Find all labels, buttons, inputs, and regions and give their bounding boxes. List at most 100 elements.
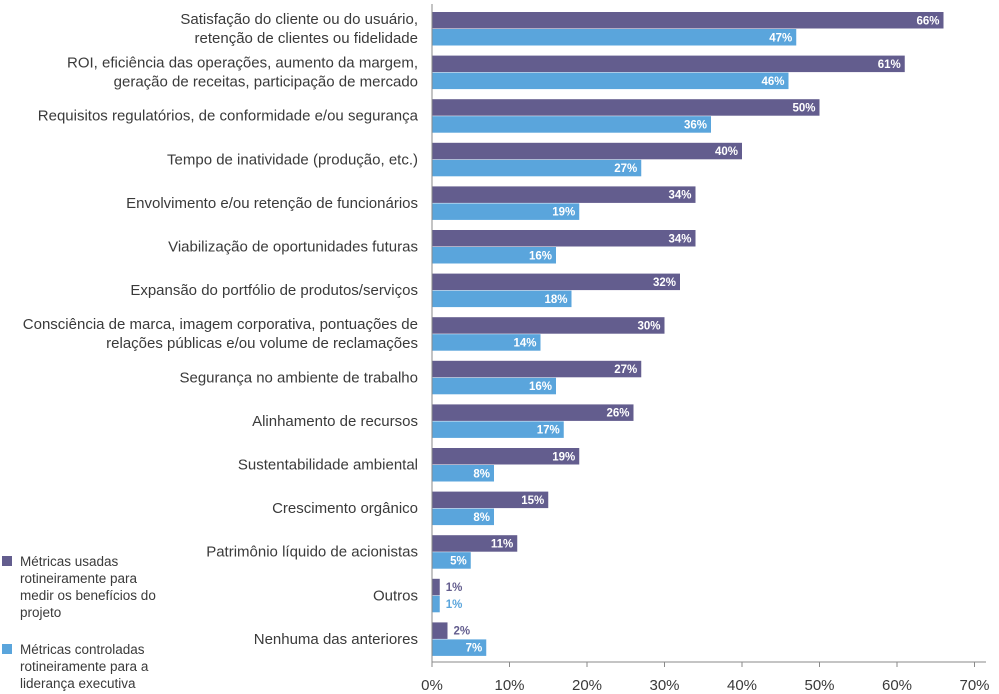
legend-line: rotineiramente para <box>20 571 138 586</box>
bar-series-1 <box>432 622 448 639</box>
category-label: Segurança no ambiente de trabalho <box>179 369 418 386</box>
category-label-line: Sustentabilidade ambiental <box>238 457 418 474</box>
data-label-series-1: 66% <box>916 15 939 27</box>
category-label: Expansão do portfólio de produtos/serviç… <box>130 282 418 299</box>
legend-line: Métricas controladas <box>20 642 145 657</box>
category-label: Consciência de marca, imagem corporativa… <box>23 316 418 352</box>
data-label-series-1: 34% <box>668 190 691 202</box>
data-label-series-1: 32% <box>653 277 676 289</box>
bar-series-1 <box>432 448 580 465</box>
category-label: Satisfação do cliente ou do usuário, rete… <box>180 11 418 47</box>
data-label-series-2: 19% <box>552 207 575 219</box>
bar-series-2 <box>432 72 789 90</box>
legend-swatch-series-2 <box>2 644 12 654</box>
bar-series-1 <box>432 491 549 509</box>
bar-series-2 <box>432 508 494 526</box>
category-label: Outros <box>373 587 418 604</box>
x-tick-label: 30% <box>649 677 679 694</box>
category-label: Requisitos regulatórios, de conformidade… <box>38 108 419 125</box>
data-label-series-1: 40% <box>715 146 738 158</box>
x-tick-label: 10% <box>494 677 524 694</box>
bar-series-1 <box>432 273 680 291</box>
bar-series-1 <box>432 535 518 552</box>
bar-series-2 <box>432 595 440 613</box>
bar-series-2 <box>432 290 572 308</box>
data-label-series-1: 15% <box>521 495 544 507</box>
data-label-series-1: 50% <box>792 103 815 115</box>
category-label-line: Outros <box>373 587 418 604</box>
x-tick-label: 50% <box>804 677 834 694</box>
legend-swatch-series-1 <box>2 556 12 566</box>
legend-line: medir os benefícios do <box>20 588 156 603</box>
category-label-line: Nenhuma das anteriores <box>254 631 418 648</box>
bar-series-2 <box>432 29 797 46</box>
data-label-series-2: 5% <box>450 556 467 568</box>
bar-series-1 <box>432 99 820 116</box>
data-label-series-2: 8% <box>473 468 490 480</box>
data-label-series-2: 17% <box>537 425 560 437</box>
bar-series-2 <box>432 203 580 220</box>
data-label-series-1: 30% <box>637 321 660 333</box>
category-label-line: Requisitos regulatórios, de conformidade… <box>38 108 419 125</box>
category-label: Crescimento orgânico <box>272 500 418 517</box>
bar-series-1 <box>432 317 665 334</box>
bar-series-2 <box>432 159 642 177</box>
bar-series-2 <box>432 116 711 133</box>
legend-label-series-1: Métricas usadas rotineiramente para medi… <box>0 553 175 621</box>
data-label-series-1: 1% <box>446 582 463 594</box>
legend-line: Métricas usadas <box>20 554 119 569</box>
data-label-series-1: 27% <box>614 364 637 376</box>
category-label-line: Consciência de marca, imagem corporativa… <box>23 316 418 333</box>
x-tick-label: 70% <box>959 677 989 694</box>
legend-line: rotineiramente para a <box>20 659 149 674</box>
category-label-line: Crescimento orgânico <box>272 500 418 517</box>
data-label-series-1: 61% <box>878 59 901 71</box>
bar-series-2 <box>432 465 494 482</box>
bar-series-1 <box>432 186 696 203</box>
data-label-series-2: 47% <box>769 32 792 44</box>
data-label-series-1: 26% <box>606 408 629 420</box>
category-label-line: geração de receitas, participação de mer… <box>114 74 418 91</box>
category-label-line: Viabilização de oportunidades futuras <box>168 239 418 256</box>
category-label: Viabilização de oportunidades futuras <box>168 239 418 256</box>
bar-series-1 <box>432 578 440 596</box>
category-label: Patrimônio líquido de acionistas <box>206 544 418 561</box>
category-label: Sustentabilidade ambiental <box>238 457 418 474</box>
legend-label-series-2: Métricas controladas rotineiramente para… <box>0 641 175 692</box>
data-label-series-2: 18% <box>544 294 567 306</box>
bar-series-2 <box>432 247 556 264</box>
category-label-line: Envolvimento e/ou retenção de funcionári… <box>126 195 418 212</box>
category-label-line: Alinhamento de recursos <box>252 413 418 430</box>
category-label-line: retenção de clientes ou fidelidade <box>195 30 419 47</box>
bar-series-2 <box>432 377 556 395</box>
bar-series-1 <box>432 142 742 160</box>
data-label-series-2: 7% <box>466 643 483 655</box>
category-label: Tempo de inatividade (produção, etc.) <box>167 151 418 168</box>
data-label-series-2: 8% <box>473 512 490 524</box>
bar-series-2 <box>432 639 487 656</box>
data-label-series-2: 16% <box>529 250 552 262</box>
category-label: Alinhamento de recursos <box>252 413 418 430</box>
legend-series-1: Métricas usadas rotineiramente para medi… <box>0 553 175 621</box>
category-label-line: relações públicas e/ou volume de reclama… <box>106 335 418 352</box>
data-label-series-2: 27% <box>614 163 637 175</box>
data-label-series-1: 2% <box>454 626 471 638</box>
bar-series-1 <box>432 55 905 73</box>
category-label-line: Segurança no ambiente de trabalho <box>179 369 418 386</box>
data-label-series-2: 16% <box>529 381 552 393</box>
legend-series-2: Métricas controladas rotineiramente para… <box>0 641 175 692</box>
x-tick-label: 60% <box>882 677 912 694</box>
bar-series-2 <box>432 421 564 438</box>
x-tick-label: 40% <box>727 677 757 694</box>
category-label: Envolvimento e/ou retenção de funcionári… <box>126 195 418 212</box>
bar-series-1 <box>432 230 696 247</box>
x-tick-label: 0% <box>421 677 443 694</box>
bar-series-1 <box>432 404 634 421</box>
data-label-series-1: 19% <box>552 451 575 463</box>
data-label-series-2: 14% <box>513 338 536 350</box>
category-label-line: Patrimônio líquido de acionistas <box>206 544 418 561</box>
data-label-series-2: 36% <box>684 120 707 132</box>
bar-series-1 <box>432 360 642 378</box>
category-label-line: ROI, eficiência das operações, aumento d… <box>67 55 418 72</box>
